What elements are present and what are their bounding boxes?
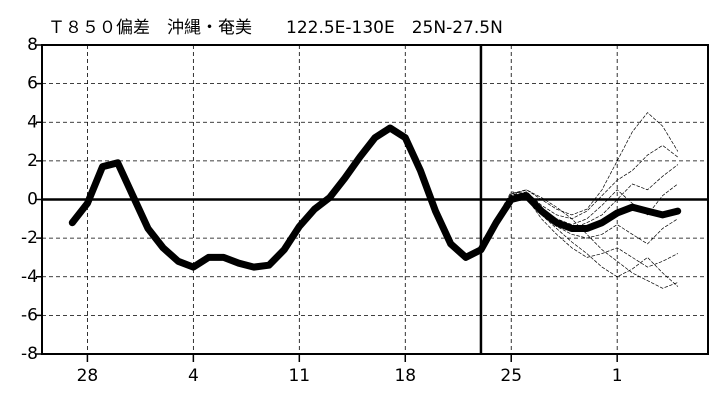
x-tick-label: 28 — [77, 366, 99, 386]
x-tick-label: 18 — [394, 366, 416, 386]
x-tick-label: 25 — [500, 366, 522, 386]
y-tick-label: -4 — [21, 267, 38, 287]
y-tick-label: -8 — [21, 344, 38, 364]
x-tick-label: 11 — [288, 366, 310, 386]
x-tick-label: 4 — [188, 366, 199, 386]
y-tick-label: -6 — [21, 305, 38, 325]
y-tick-label: 2 — [27, 151, 38, 171]
ensemble-line — [480, 145, 679, 251]
chart-title: Ｔ８５０偏差 沖縄・奄美 122.5E-130E 25N-27.5N — [48, 18, 503, 38]
x-tick-label: 1 — [612, 366, 623, 386]
ensemble-line — [480, 112, 679, 251]
y-tick-label: 4 — [27, 112, 38, 132]
y-tick-label: 6 — [27, 74, 38, 94]
y-tick-label: 0 — [27, 190, 38, 210]
plot-frame — [41, 44, 709, 355]
y-tick-label: 8 — [27, 35, 38, 55]
ensemble-line — [480, 199, 679, 251]
y-tick-label: -2 — [21, 228, 38, 248]
mean-line — [68, 124, 682, 271]
